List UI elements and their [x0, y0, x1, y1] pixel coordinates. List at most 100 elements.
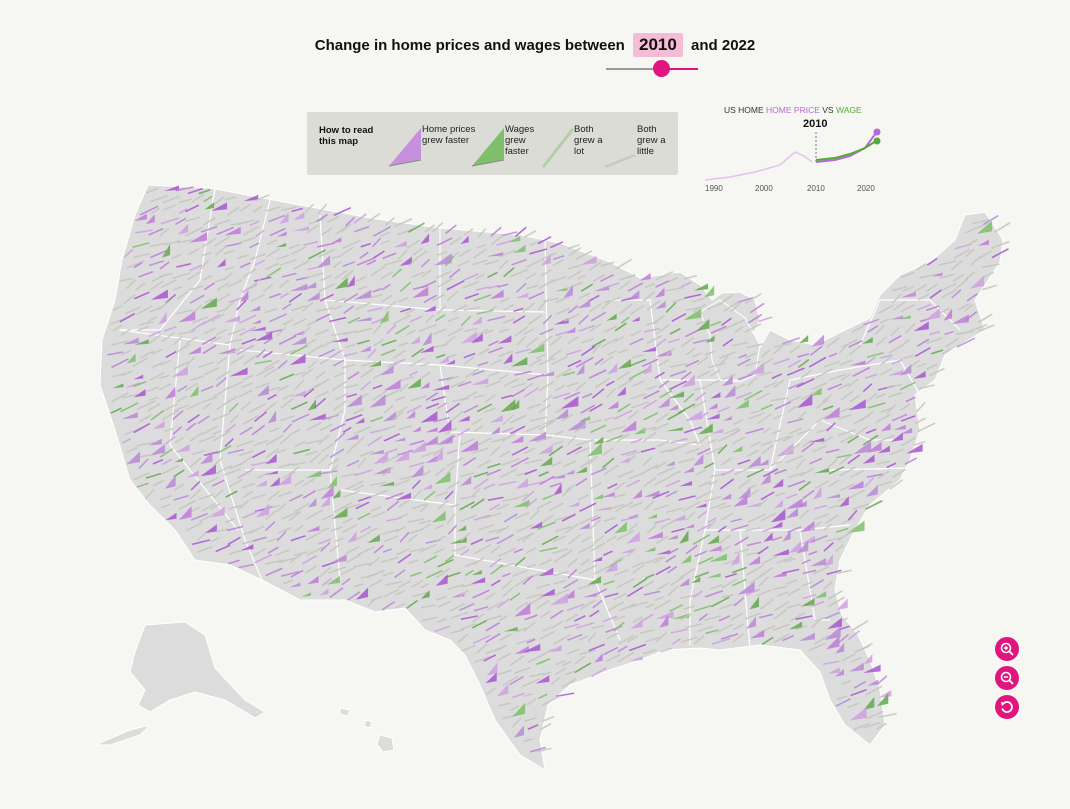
county-glyph: [515, 627, 528, 633]
county-glyph: [730, 302, 741, 313]
county-glyph: [461, 582, 478, 588]
county-glyph: [382, 548, 393, 553]
county-glyph: [607, 503, 625, 511]
county-glyph: [850, 656, 862, 663]
county-glyph: [250, 493, 266, 500]
county-glyph: [148, 260, 165, 267]
county-glyph: [538, 380, 555, 392]
county-glyph: [514, 370, 532, 376]
county-glyph: [616, 529, 635, 541]
county-glyph: [745, 588, 761, 596]
county-glyph: [632, 380, 645, 387]
zoom-out-button[interactable]: [995, 666, 1019, 690]
county-glyph: [484, 592, 496, 601]
county-glyph: [503, 353, 513, 365]
county-glyph: [522, 692, 533, 698]
county-glyph: [745, 551, 763, 556]
county-glyph: [502, 586, 514, 598]
county-glyph: [187, 414, 200, 424]
county-glyph: [642, 362, 652, 375]
county-glyph: [147, 402, 161, 412]
county-glyph: [574, 423, 587, 434]
zoom-in-button[interactable]: [995, 637, 1019, 661]
county-glyph: [580, 338, 594, 344]
county-glyph: [410, 441, 427, 454]
county-glyph: [145, 472, 162, 479]
county-glyph: [342, 330, 357, 336]
county-glyph: [211, 412, 230, 422]
county-glyph: [419, 543, 437, 553]
county-glyph: [577, 494, 589, 501]
county-glyph: [409, 336, 420, 345]
alaska-shape: [129, 621, 266, 719]
selected-year[interactable]: 2010: [633, 33, 683, 57]
county-glyph: [594, 377, 610, 389]
county-glyph: [735, 383, 746, 390]
county-glyph: [745, 564, 764, 576]
county-glyph: [373, 338, 384, 347]
county-glyph: [847, 378, 859, 388]
county-glyph: [445, 375, 459, 382]
county-glyph: [707, 519, 717, 530]
county-glyph: [152, 479, 164, 487]
county-glyph: [535, 675, 550, 684]
county-glyph: [189, 375, 204, 382]
county-glyph: [236, 440, 254, 448]
county-glyph: [839, 466, 856, 477]
county-glyph: [178, 330, 196, 336]
county-glyph: [279, 279, 290, 289]
county-glyph: [407, 518, 425, 524]
county-glyph: [198, 434, 217, 444]
county-glyph: [561, 660, 572, 667]
slider-thumb[interactable]: [653, 60, 670, 77]
reset-button[interactable]: [995, 695, 1019, 719]
county-glyph: [747, 313, 763, 324]
county-glyph: [112, 305, 123, 311]
county-glyph: [723, 427, 740, 435]
county-glyph: [165, 512, 177, 521]
county-glyph: [306, 319, 318, 327]
county-glyph: [680, 613, 692, 621]
county-glyph: [746, 343, 764, 349]
county-glyph: [457, 427, 471, 437]
year-slider[interactable]: [606, 60, 698, 77]
county-glyph: [204, 524, 217, 534]
county-glyph: [628, 643, 647, 652]
sparkline-tick-1990: 1990: [705, 184, 723, 193]
county-glyph: [501, 579, 513, 590]
county-glyph: [548, 502, 564, 512]
county-glyph: [210, 503, 221, 510]
county-glyph: [176, 290, 189, 301]
county-glyph: [763, 381, 778, 389]
county-glyph: [671, 313, 687, 322]
county-glyph: [334, 297, 346, 303]
county-glyph: [539, 722, 552, 731]
county-glyph: [695, 490, 714, 500]
county-glyph: [590, 467, 607, 476]
county-glyph: [238, 499, 250, 510]
county-glyph: [604, 560, 618, 573]
county-glyph: [291, 413, 310, 423]
county-glyph: [758, 371, 773, 377]
county-glyph: [925, 305, 940, 312]
county-glyph: [691, 297, 705, 303]
county-glyph: [448, 268, 461, 279]
county-glyph: [665, 286, 684, 292]
county-glyph: [538, 444, 553, 455]
county-glyph: [490, 437, 507, 443]
county-glyph: [643, 590, 661, 596]
county-glyph: [354, 327, 373, 334]
county-glyph: [592, 343, 602, 354]
county-glyph: [771, 429, 782, 435]
county-glyph: [835, 527, 849, 533]
county-glyph: [176, 239, 193, 244]
county-glyph: [201, 237, 217, 248]
county-glyph: [436, 434, 453, 446]
county-glyph: [524, 382, 534, 390]
county-glyph: [162, 409, 180, 421]
county-glyph: [498, 249, 517, 258]
county-glyph: [412, 426, 421, 433]
county-glyph: [710, 392, 721, 399]
county-glyph: [605, 380, 615, 387]
